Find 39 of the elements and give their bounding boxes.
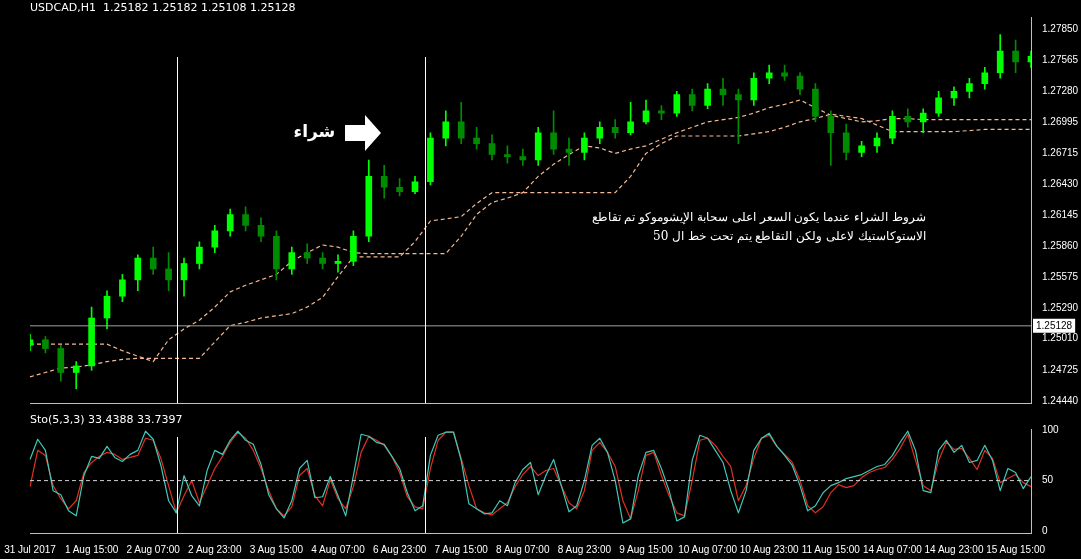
- x-tick-label: 2 Aug 23:00: [188, 543, 242, 555]
- x-tick-label: 9 Aug 15:00: [619, 543, 674, 555]
- y-tick-label: 1.26715: [1042, 146, 1079, 158]
- x-tick-label: 14 Aug 07:00: [862, 543, 923, 555]
- x-tick-label: 14 Aug 23:00: [924, 543, 984, 555]
- x-tick-label: 11 Aug 15:00: [801, 543, 861, 555]
- y-tick-label: 50: [1042, 474, 1054, 486]
- annotation: الاستوكاستيك لاعلى ولكن التقاطع يتم تحت خط ال 50: [653, 228, 926, 243]
- y-tick-label: 1.25860: [1042, 239, 1079, 251]
- chart-title: USDCAD,H1 1.25182 1.25182 1.25108 1.25128: [30, 1, 296, 15]
- y-tick-label: 1.27280: [1042, 85, 1079, 97]
- y-tick-label: 1.26995: [1042, 116, 1079, 128]
- x-tick-label: 8 Aug 23:00: [557, 543, 612, 555]
- x-tick-label: 31 Jul 2017: [4, 543, 57, 555]
- x-tick-label: 1 Aug 15:00: [64, 543, 119, 555]
- x-tick-label: 2 Aug 07:00: [126, 543, 181, 555]
- y-tick-label: 1.24725: [1042, 363, 1079, 375]
- chart-title: Sto(5,3,3) 33.4388 33.7397: [30, 413, 183, 427]
- x-tick-label: 10 Aug 07:00: [678, 543, 738, 555]
- x-tick-label: 3 Aug 15:00: [249, 543, 304, 555]
- annotation: شراء: [293, 121, 336, 143]
- y-tick-label: 1.27850: [1042, 22, 1079, 34]
- x-tick-label: 8 Aug 07:00: [496, 543, 550, 555]
- y-tick-label: 1.27565: [1042, 54, 1079, 65]
- y-tick-label: 1.26145: [1042, 208, 1079, 220]
- y-tick-label: 1.25575: [1042, 270, 1079, 282]
- x-tick-label: 10 Aug 23:00: [739, 543, 800, 555]
- x-tick-label: 4 Aug 07:00: [311, 543, 366, 555]
- y-tick-label: 1.25290: [1042, 301, 1079, 313]
- y-tick-label: 1.25010: [1042, 332, 1079, 344]
- y-tick-label: 100: [1042, 423, 1060, 435]
- y-tick-label: 0: [1042, 524, 1048, 536]
- x-tick-label: 15 Aug 15:00: [986, 543, 1046, 555]
- annotation: شروط الشراء عندما يكون السعر اعلى سحابة الإيشوموكو تم تقاطع: [591, 209, 926, 225]
- x-tick-label: 7 Aug 15:00: [434, 543, 489, 555]
- y-tick-label: 1.26430: [1042, 177, 1079, 189]
- y-tick-label: 1.24440: [1042, 394, 1079, 406]
- ref-line-label: 1.25128: [1036, 319, 1073, 331]
- x-tick-label: 6 Aug 23:00: [372, 543, 427, 555]
